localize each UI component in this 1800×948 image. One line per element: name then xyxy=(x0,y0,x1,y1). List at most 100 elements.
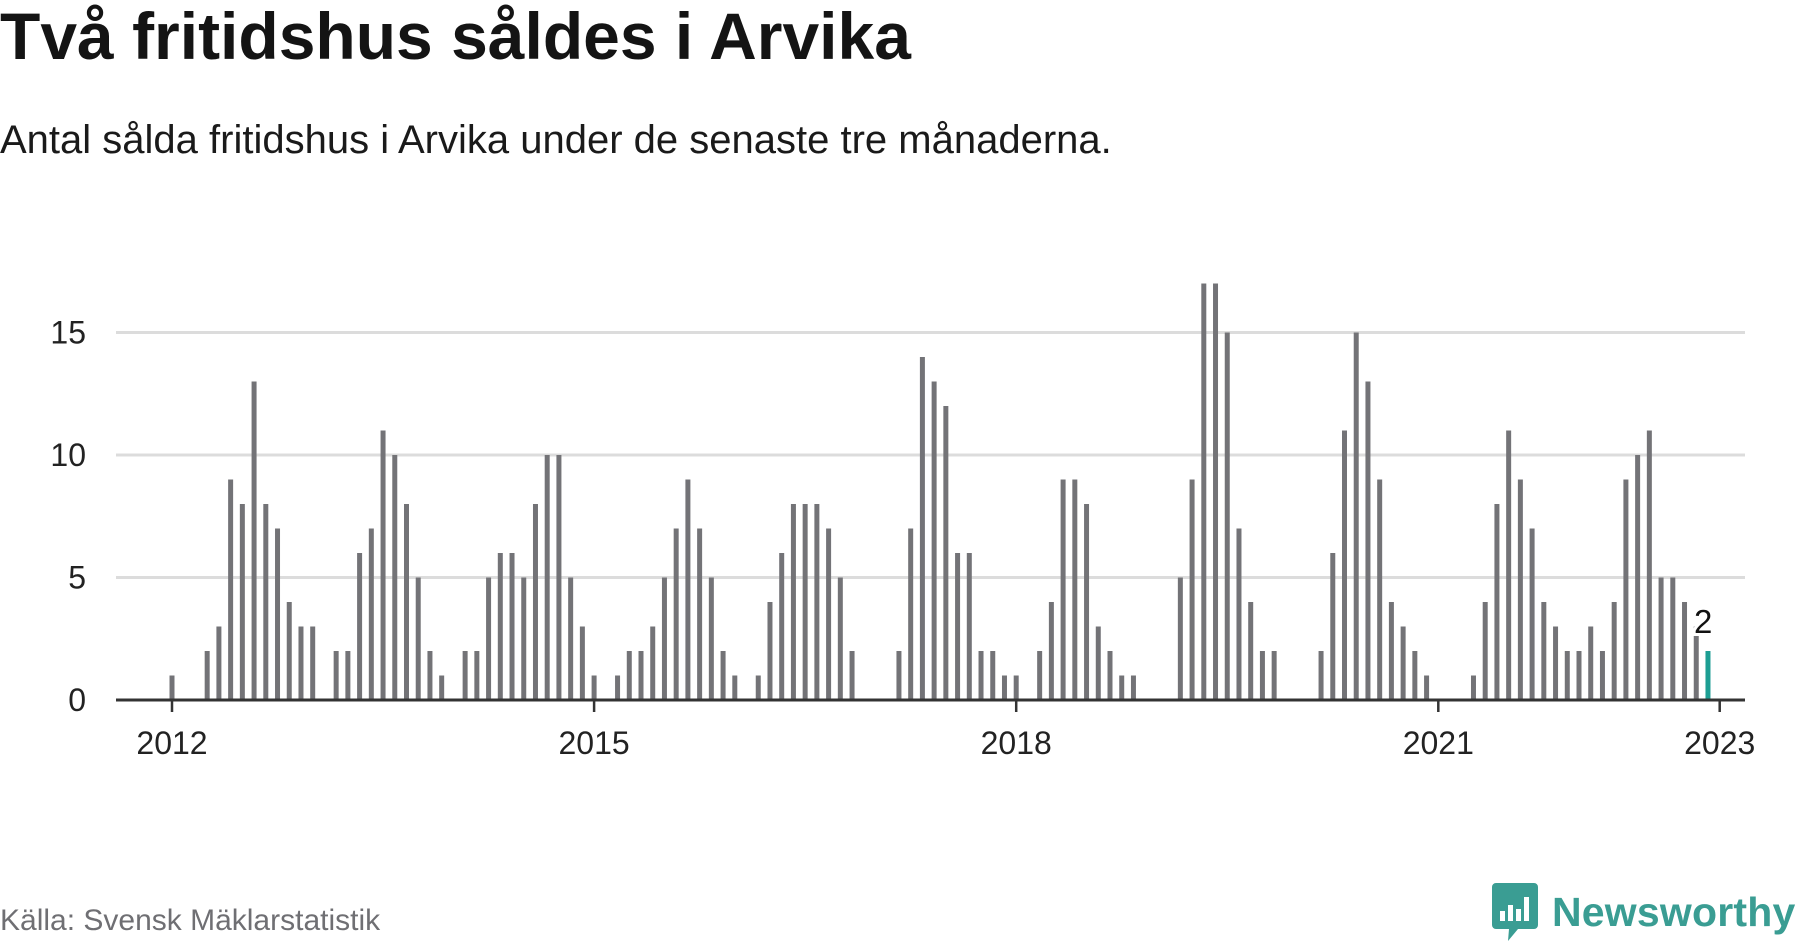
bar xyxy=(169,675,175,700)
bar xyxy=(978,651,984,700)
bar xyxy=(521,577,527,700)
bar xyxy=(1517,479,1523,700)
bar xyxy=(357,553,363,700)
bar xyxy=(286,602,292,700)
bar xyxy=(650,626,656,700)
bar xyxy=(966,553,972,700)
bar xyxy=(615,675,621,700)
y-tick-label: 0 xyxy=(68,682,86,718)
bar xyxy=(1119,675,1125,700)
bar xyxy=(1084,504,1090,700)
bar xyxy=(919,357,925,700)
bar xyxy=(1130,675,1136,700)
bar xyxy=(732,675,738,700)
bar xyxy=(1553,626,1559,700)
bar xyxy=(1201,283,1207,700)
bar xyxy=(990,651,996,700)
bar xyxy=(849,651,855,700)
bar xyxy=(579,626,585,700)
bar xyxy=(802,504,808,700)
bar xyxy=(1470,675,1476,700)
newsworthy-logo: Newsworthy xyxy=(1492,880,1796,944)
bar xyxy=(1318,651,1324,700)
bar xyxy=(204,651,210,700)
bar xyxy=(790,504,796,700)
gridlines xyxy=(116,331,1745,579)
bar xyxy=(1001,675,1007,700)
bar xyxy=(275,528,281,700)
bar xyxy=(673,528,679,700)
bar xyxy=(1072,479,1078,700)
bar xyxy=(1037,651,1043,700)
bar xyxy=(1060,479,1066,700)
bar xyxy=(380,430,386,700)
chart-subtitle: Antal sålda fritidshus i Arvika under de… xyxy=(0,118,1112,162)
bar xyxy=(955,553,961,700)
bar xyxy=(697,528,703,700)
bar xyxy=(1564,651,1570,700)
bar xyxy=(1224,332,1230,700)
bar xyxy=(1623,479,1629,700)
bar xyxy=(1048,602,1054,700)
last-value-label: 2 xyxy=(1694,603,1712,640)
bar xyxy=(509,553,515,700)
bar xyxy=(1107,651,1113,700)
bar xyxy=(298,626,304,700)
chart-title: Två fritidshus såldes i Arvika xyxy=(0,0,911,73)
bar xyxy=(1599,651,1605,700)
bar xyxy=(1213,283,1219,700)
bar xyxy=(1494,504,1500,700)
bar xyxy=(814,504,820,700)
brand-name: Newsworthy xyxy=(1552,888,1796,935)
bar xyxy=(216,626,222,700)
bar xyxy=(685,479,691,700)
bar xyxy=(1658,577,1664,700)
y-tick-label: 10 xyxy=(50,437,86,473)
bar xyxy=(1588,626,1594,700)
x-tick-label: 2012 xyxy=(136,725,207,761)
x-tick-label: 2018 xyxy=(981,725,1052,761)
x-tick-label: 2023 xyxy=(1684,725,1755,761)
bar xyxy=(251,381,257,700)
x-tick-label: 2015 xyxy=(559,725,630,761)
y-tick-label: 5 xyxy=(68,560,86,596)
bar xyxy=(626,651,632,700)
bar xyxy=(1248,602,1254,700)
axes xyxy=(116,698,1745,712)
bar xyxy=(1482,602,1488,700)
bar xyxy=(896,651,902,700)
bar xyxy=(486,577,492,700)
bar xyxy=(1529,528,1535,700)
source-note: Källa: Svensk Mäklarstatistik xyxy=(0,904,381,937)
bar xyxy=(1353,332,1359,700)
bar xyxy=(415,577,421,700)
bar xyxy=(1236,528,1242,700)
bar xyxy=(661,577,667,700)
bar xyxy=(427,651,433,700)
bar xyxy=(1611,602,1617,700)
bar xyxy=(1189,479,1195,700)
bar xyxy=(1177,577,1183,700)
bar xyxy=(1365,381,1371,700)
bar xyxy=(1646,430,1652,700)
bar xyxy=(908,528,914,700)
highlighted-bar xyxy=(1705,651,1711,700)
bar xyxy=(532,504,538,700)
newsworthy-logo-icon xyxy=(1492,883,1538,941)
bar xyxy=(263,504,269,700)
bar xyxy=(462,651,468,700)
bar xyxy=(1330,553,1336,700)
bar xyxy=(755,675,761,700)
bar xyxy=(568,577,574,700)
bar xyxy=(1259,651,1265,700)
bar xyxy=(1541,602,1547,700)
bar xyxy=(392,455,398,700)
bar xyxy=(556,455,562,700)
y-tick-label: 15 xyxy=(50,315,86,351)
x-tick-label: 2021 xyxy=(1403,725,1474,761)
bar xyxy=(1095,626,1101,700)
bar xyxy=(1670,577,1676,700)
bar xyxy=(228,479,234,700)
bar xyxy=(826,528,832,700)
